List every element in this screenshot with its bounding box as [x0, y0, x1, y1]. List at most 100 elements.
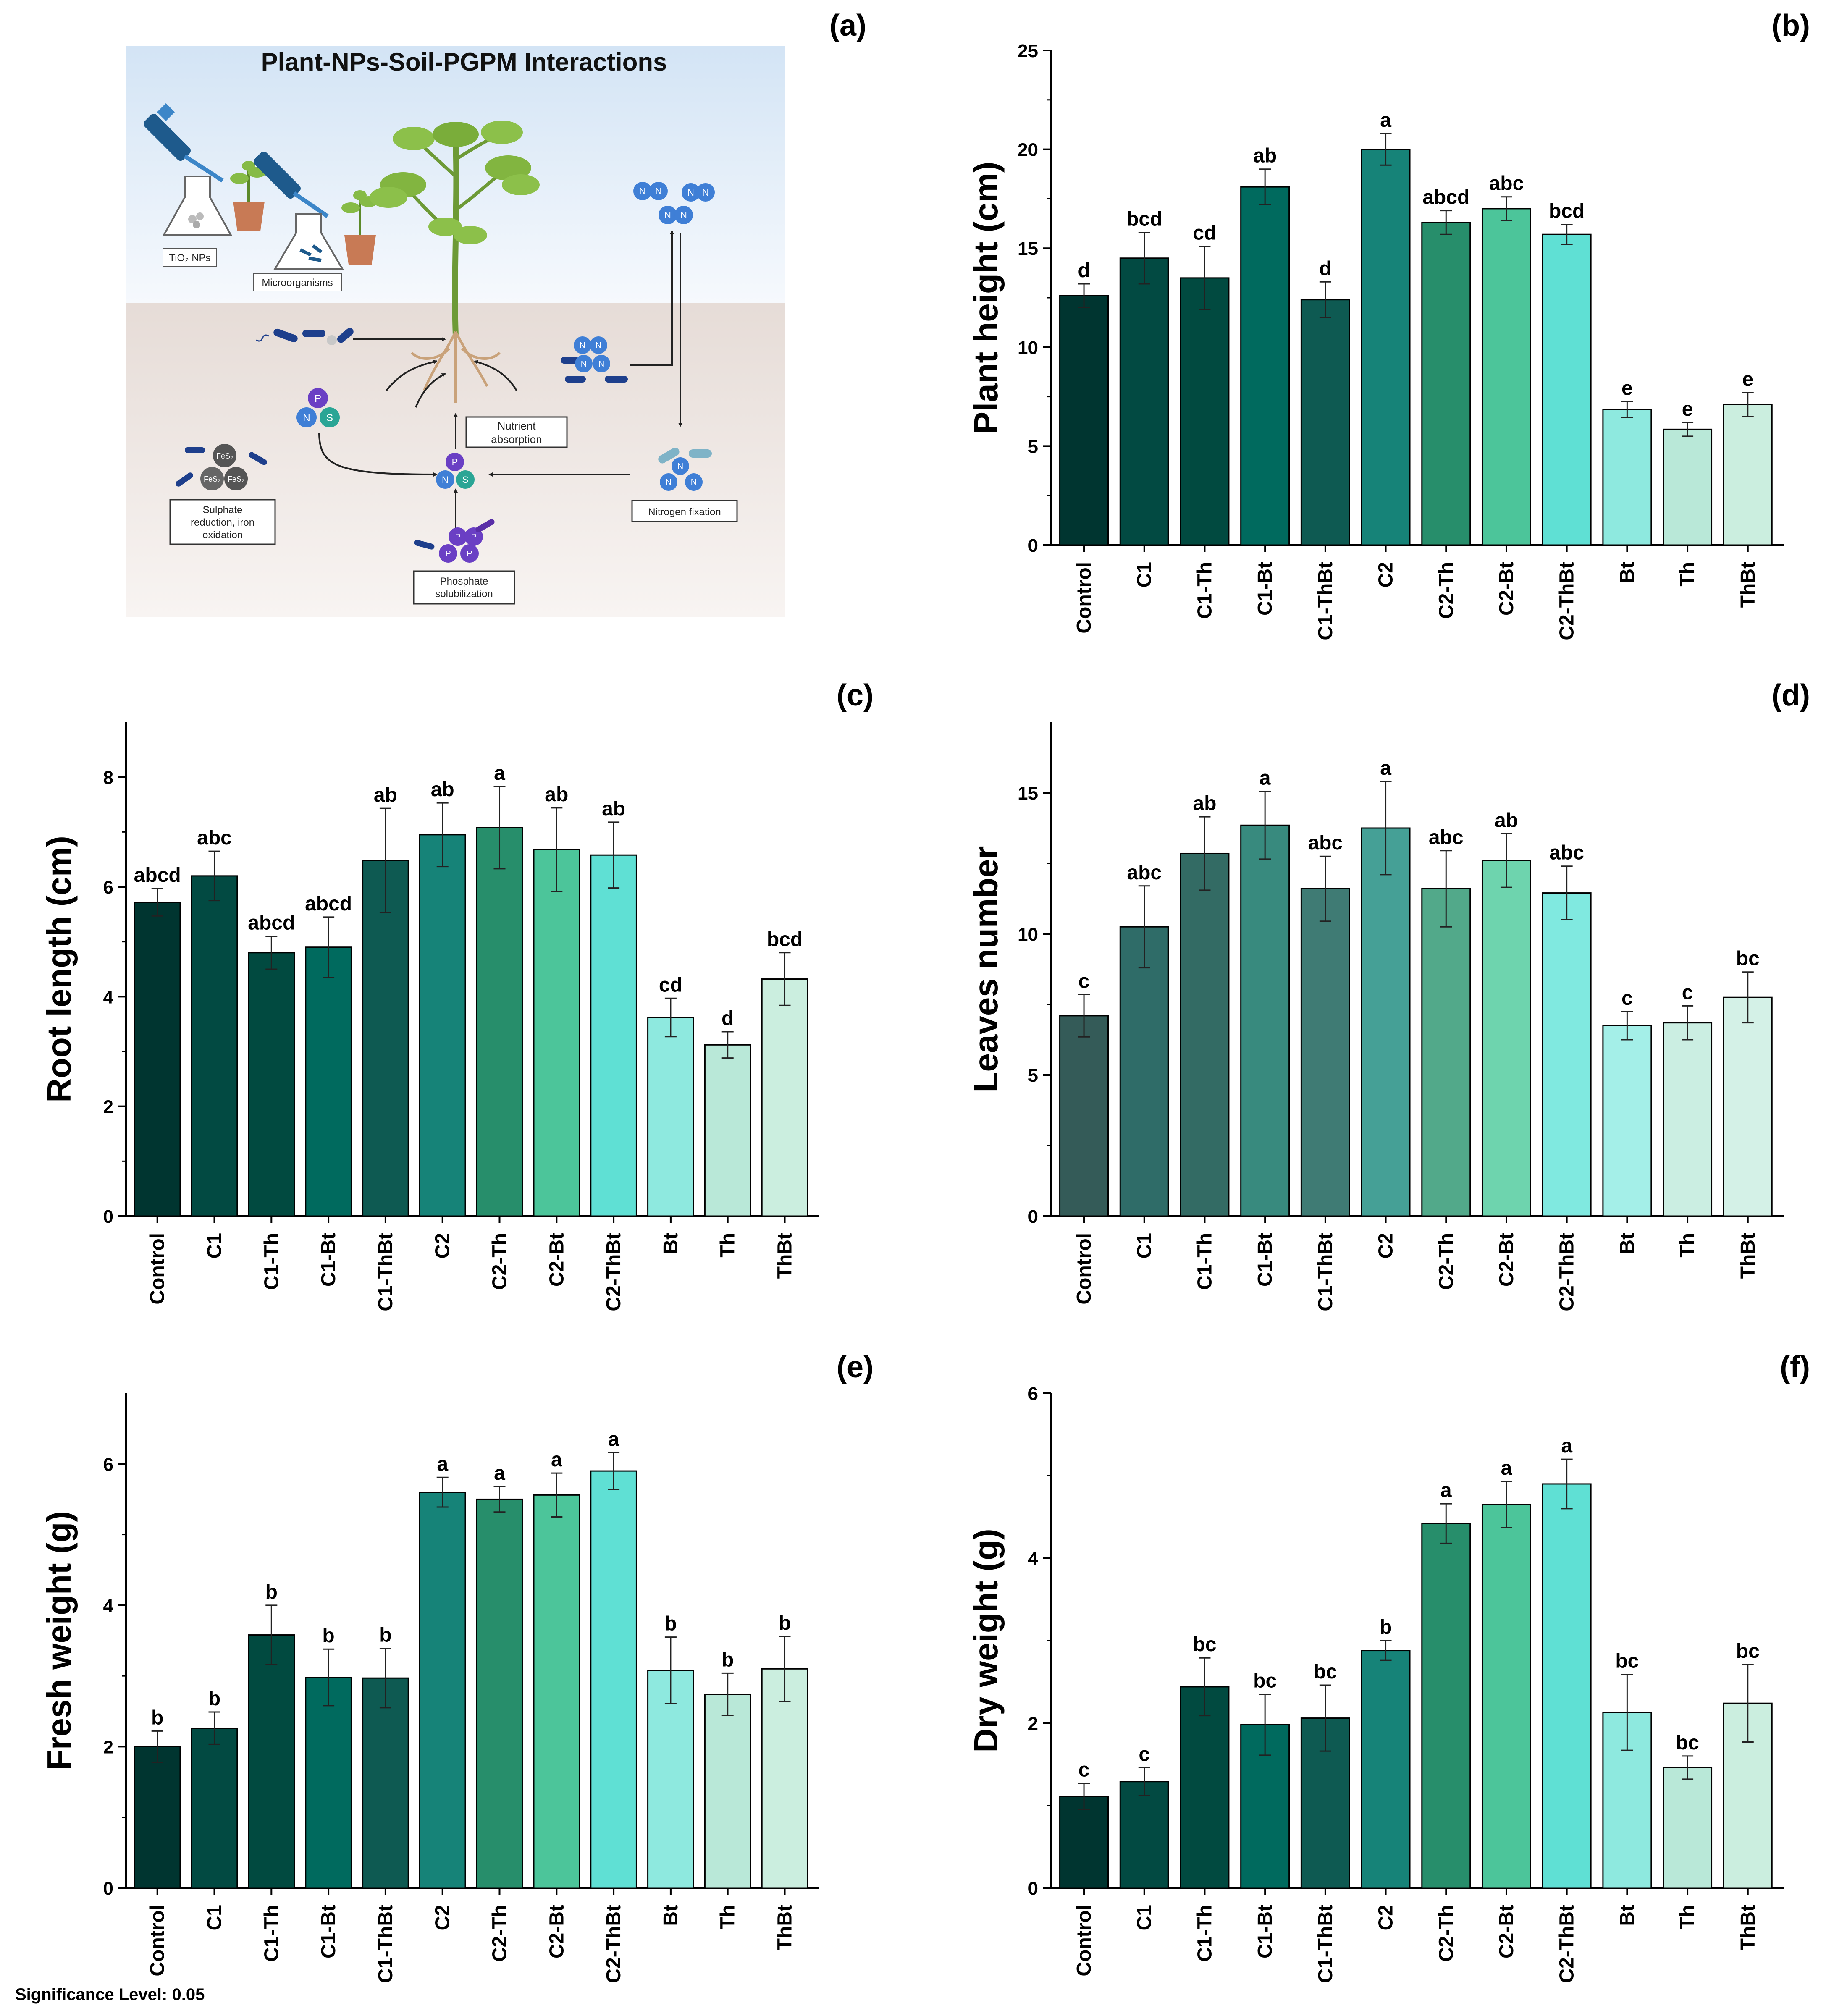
bar-c2-thbt[interactable]	[590, 1470, 637, 1889]
bar-thbt[interactable]	[1723, 404, 1773, 546]
x-tick-label: Th	[717, 1233, 739, 1258]
y-axis-title: Plant height (cm)	[967, 162, 1005, 434]
x-tick-label: C2	[1375, 1905, 1397, 1930]
bar-control[interactable]	[1059, 295, 1109, 546]
bar-c1-thbt[interactable]	[1300, 888, 1350, 1217]
bar-c2-bt[interactable]	[533, 849, 580, 1217]
bar-c1[interactable]	[1119, 257, 1169, 546]
bar-c2-thbt[interactable]	[1542, 233, 1592, 546]
bar-c2-thbt[interactable]	[590, 854, 637, 1217]
bar-c1-thbt[interactable]	[362, 1677, 409, 1889]
bar-c2-thbt[interactable]	[1542, 1483, 1592, 1889]
bar-control[interactable]	[134, 902, 181, 1217]
bar-bt[interactable]	[647, 1670, 694, 1889]
bar-bt[interactable]	[1602, 1025, 1652, 1217]
bar-thbt[interactable]	[761, 978, 808, 1217]
significance-letter: a	[608, 1428, 619, 1450]
significance-letter: abc	[1489, 173, 1524, 195]
x-tick-label: C2	[1375, 1233, 1397, 1258]
phosphate-bacteria-icon: P P P P	[414, 519, 495, 563]
bar-c1-bt[interactable]	[1240, 824, 1290, 1217]
bar-c1-bt[interactable]	[1240, 186, 1290, 546]
svg-text:FeS₂: FeS₂	[228, 475, 244, 483]
bar-c1-th[interactable]	[1180, 852, 1230, 1217]
bar-th[interactable]	[704, 1694, 751, 1889]
significance-letter: bc	[1193, 1633, 1216, 1656]
significance-letter: abc	[1429, 826, 1464, 849]
bar-c2-th[interactable]	[1421, 888, 1471, 1217]
n-p-s-atoms-icon: P N S	[436, 453, 475, 489]
bar-c1-th[interactable]	[1180, 277, 1230, 546]
x-tick-label: C1-ThBt	[375, 1233, 397, 1311]
bar-c2-bt[interactable]	[533, 1494, 580, 1889]
significance-letter: abcd	[305, 893, 352, 915]
bar-c1[interactable]	[1119, 926, 1169, 1217]
significance-letter: c	[1621, 987, 1633, 1009]
bar-c1-th[interactable]	[248, 1634, 295, 1889]
bar-thbt[interactable]	[1723, 996, 1773, 1217]
bar-c2-th[interactable]	[476, 1498, 523, 1889]
bar-bt[interactable]	[1602, 409, 1652, 546]
bar-c2[interactable]	[1361, 149, 1411, 546]
bar-c1-th[interactable]	[248, 952, 295, 1217]
significance-letter: a	[494, 1462, 505, 1484]
x-tick-label: C2	[432, 1233, 454, 1258]
svg-text:N: N	[639, 186, 646, 197]
x-tick-label: C1	[203, 1905, 226, 1930]
bar-c2[interactable]	[1361, 827, 1411, 1217]
bar-control[interactable]	[1059, 1015, 1109, 1217]
bar-c2-bt[interactable]	[1481, 208, 1531, 546]
svg-text:P: P	[315, 393, 321, 404]
pipette-icon	[254, 152, 329, 218]
svg-text:P: P	[452, 457, 458, 467]
x-tick-label: C2-ThBt	[603, 1905, 625, 1983]
y-axis-title: Root length (cm)	[40, 836, 78, 1102]
bar-c2-th[interactable]	[1421, 1523, 1471, 1889]
bar-c2-thbt[interactable]	[1542, 892, 1592, 1217]
significance-letter: c	[1078, 970, 1090, 992]
tomato-plant-icon	[370, 121, 540, 336]
bar-th[interactable]	[1663, 428, 1713, 546]
bar-bt[interactable]	[647, 1017, 694, 1217]
bar-c2-th[interactable]	[1421, 222, 1471, 546]
bar-c2[interactable]	[1361, 1650, 1411, 1889]
significance-letter: a	[494, 762, 505, 784]
significance-letter: e	[1682, 398, 1693, 420]
x-tick-label: Th	[1676, 562, 1699, 587]
bar-c2[interactable]	[419, 834, 466, 1217]
bar-control[interactable]	[134, 1746, 181, 1889]
x-tick-label: C1-Th	[1194, 1905, 1216, 1962]
x-tick-label: Control	[1073, 562, 1095, 634]
x-tick-label: C2-Th	[489, 1905, 511, 1962]
bar-c1-bt[interactable]	[305, 946, 352, 1217]
x-tick-label: C1-ThBt	[1314, 1905, 1337, 1983]
bar-c1-thbt[interactable]	[362, 860, 409, 1217]
bar-c1[interactable]	[191, 875, 238, 1217]
significance-letter: ab	[1253, 145, 1277, 167]
bar-c2-bt[interactable]	[1481, 860, 1531, 1217]
bar-c2-bt[interactable]	[1481, 1504, 1531, 1889]
bar-c1-thbt[interactable]	[1300, 299, 1350, 546]
bar-c1[interactable]	[1119, 1781, 1169, 1889]
bar-c1-bt[interactable]	[305, 1677, 352, 1889]
y-tick-label: 0	[1028, 1206, 1038, 1227]
bar-th[interactable]	[1663, 1767, 1713, 1889]
chart-plant-height: (b) 0 5 10 15 20 25 Plant height (cm) d Control bc…	[967, 9, 1810, 640]
bar-th[interactable]	[1663, 1022, 1713, 1217]
x-tick-label: C1	[1133, 1233, 1156, 1258]
significance-letter: b	[265, 1581, 278, 1603]
svg-text:S: S	[462, 475, 469, 485]
bar-c2[interactable]	[419, 1492, 466, 1889]
y-tick-label: 15	[1018, 239, 1038, 259]
sulphate-label-line2: reduction, iron	[191, 517, 254, 528]
y-tick-label: 4	[103, 1596, 114, 1616]
bar-c2-th[interactable]	[476, 827, 523, 1217]
bar-c1-th[interactable]	[1180, 1686, 1230, 1889]
y-tick-label: 4	[1028, 1549, 1039, 1569]
svg-text:N: N	[303, 412, 310, 424]
iron-sulfide-bacteria-icon: FeS₂ FeS₂ FeS₂	[176, 444, 267, 490]
bar-th[interactable]	[704, 1044, 751, 1217]
bar-c1[interactable]	[191, 1728, 238, 1889]
sulphate-label-box	[169, 499, 276, 545]
